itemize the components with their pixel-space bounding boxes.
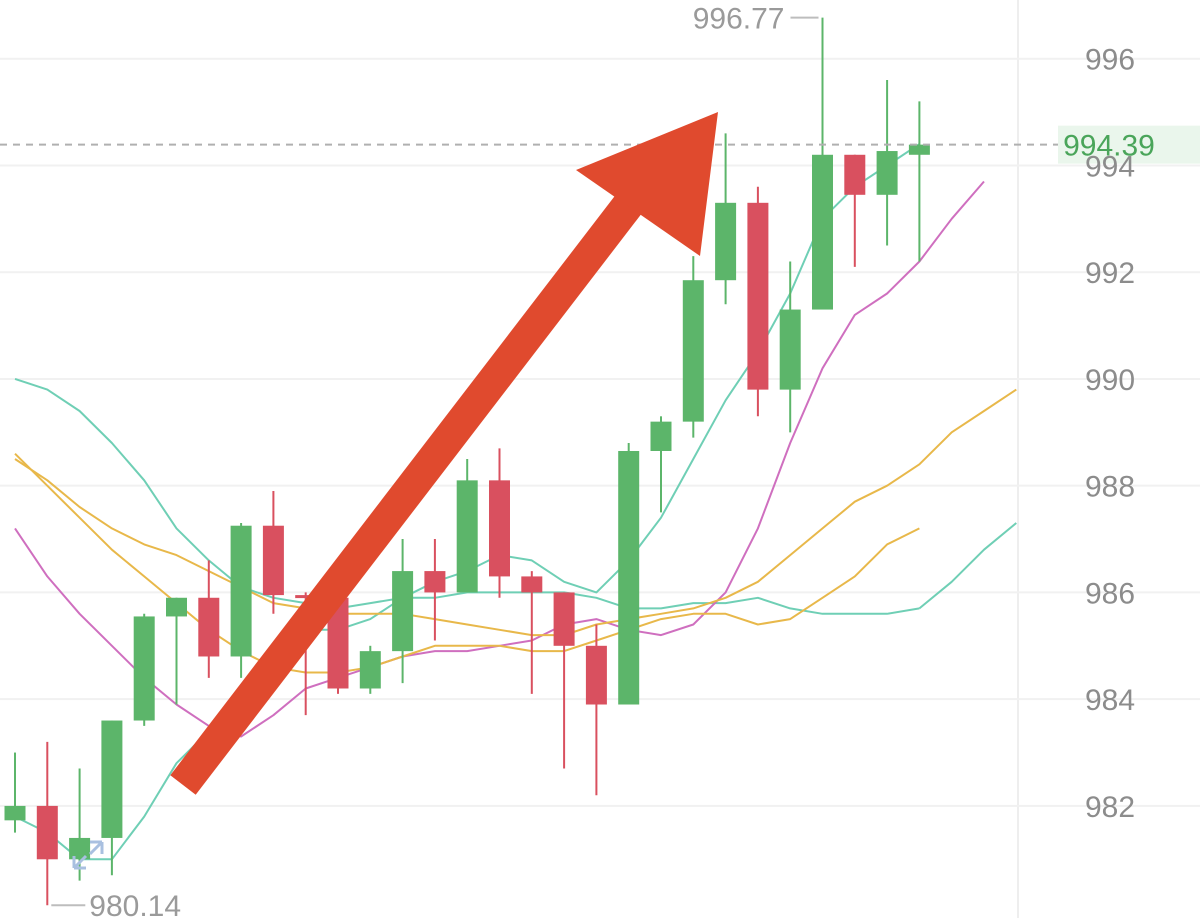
candle-body bbox=[327, 597, 349, 689]
candle-body bbox=[295, 595, 317, 599]
y-tick-label: 986 bbox=[1085, 577, 1135, 610]
candles bbox=[4, 17, 930, 906]
candle-down bbox=[198, 560, 220, 678]
low-marker-label: 980.14 bbox=[89, 890, 181, 918]
current-price-box bbox=[1058, 125, 1200, 164]
candle-body bbox=[779, 309, 801, 390]
candle-body bbox=[747, 202, 769, 390]
candle-body bbox=[456, 480, 478, 593]
candle-down bbox=[327, 592, 349, 694]
y-tick-label: 984 bbox=[1085, 684, 1135, 717]
candle-body bbox=[618, 450, 640, 705]
candle-body bbox=[650, 421, 672, 451]
candle-body bbox=[424, 571, 446, 593]
candle-up bbox=[456, 459, 478, 593]
candle-body bbox=[101, 720, 123, 838]
candle-body bbox=[812, 154, 833, 310]
candle-body bbox=[133, 616, 155, 721]
candle-body bbox=[908, 144, 930, 155]
y-tick-label: 990 bbox=[1085, 364, 1135, 397]
candle-down bbox=[262, 491, 284, 614]
candle-up bbox=[715, 133, 737, 305]
arrow-head bbox=[576, 112, 718, 256]
candle-body bbox=[844, 154, 866, 195]
moving-average-line bbox=[918, 522, 1017, 610]
candle-body bbox=[69, 837, 91, 860]
candle-down bbox=[585, 624, 607, 796]
candle-body bbox=[876, 151, 898, 195]
moving-average-lines bbox=[14, 143, 1017, 861]
candle-up bbox=[166, 597, 187, 705]
candle-down bbox=[489, 448, 510, 598]
y-axis: 982 984 986 988 990 992 994 996 bbox=[1085, 44, 1135, 824]
y-tick-label: 994 bbox=[1085, 150, 1135, 183]
candle-body bbox=[489, 480, 510, 577]
current-price-label: 994.39 bbox=[1063, 130, 1155, 163]
candle-up bbox=[230, 523, 252, 678]
y-tick-label: 996 bbox=[1085, 44, 1135, 77]
candle-body bbox=[392, 571, 414, 652]
candle-body bbox=[198, 597, 220, 657]
candle-up bbox=[392, 539, 414, 684]
candle-down bbox=[747, 186, 769, 417]
candle-body bbox=[715, 202, 737, 281]
candle-up bbox=[101, 720, 123, 876]
candle-body bbox=[36, 805, 58, 860]
candle-body bbox=[262, 525, 284, 596]
candle-up bbox=[812, 17, 833, 310]
candle-up bbox=[779, 261, 801, 433]
candle-up bbox=[650, 416, 672, 513]
y-tick-label: 982 bbox=[1085, 791, 1135, 824]
high-low-markers: 996.77 980.14 bbox=[51, 3, 819, 918]
candle-up bbox=[618, 442, 640, 705]
candle-down bbox=[36, 741, 58, 906]
candle-up bbox=[359, 645, 381, 694]
candle-up bbox=[908, 101, 930, 262]
high-marker-label: 996.77 bbox=[693, 3, 785, 36]
candle-body bbox=[521, 576, 543, 593]
candle-body bbox=[682, 280, 704, 422]
moving-average-line bbox=[14, 452, 920, 674]
candle-up bbox=[682, 256, 704, 438]
candle-down bbox=[553, 592, 575, 769]
candle-body bbox=[230, 525, 252, 657]
candle-body bbox=[585, 645, 607, 705]
candle-up bbox=[4, 752, 26, 833]
arrow-shaft bbox=[170, 182, 651, 795]
candle-body bbox=[4, 805, 26, 821]
y-tick-label: 992 bbox=[1085, 257, 1135, 290]
candle-up bbox=[133, 613, 155, 726]
red-up-arrow-annotation bbox=[170, 112, 718, 795]
candle-down bbox=[844, 154, 866, 267]
candle-up bbox=[876, 80, 898, 246]
moving-average-line bbox=[14, 388, 1017, 637]
current-price-marker: 994.39 bbox=[0, 125, 1200, 164]
y-tick-label: 988 bbox=[1085, 471, 1135, 504]
candle-body bbox=[166, 597, 187, 617]
candle-down bbox=[521, 571, 543, 694]
reset-zoom-icon[interactable] bbox=[72, 840, 104, 870]
candle-body bbox=[553, 592, 575, 646]
candle-down bbox=[424, 539, 446, 641]
candle-body bbox=[359, 651, 381, 689]
